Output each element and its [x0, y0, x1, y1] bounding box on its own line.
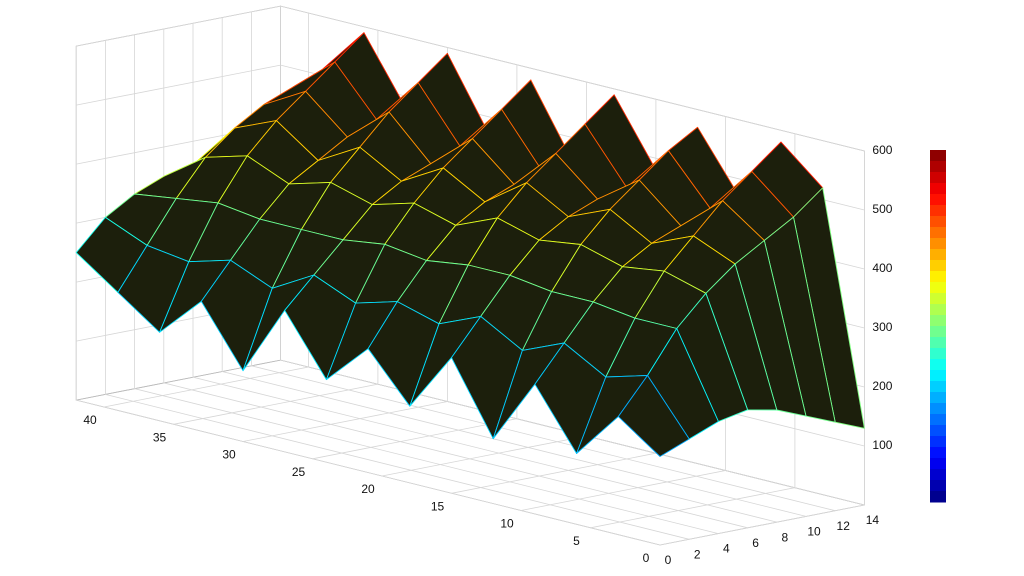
y-tick-label: 0 — [643, 551, 650, 565]
colorbar-swatch — [930, 425, 946, 437]
colorbar-swatch — [930, 172, 946, 184]
colorbar-swatch — [930, 216, 946, 228]
x-tick-label: 8 — [781, 530, 788, 544]
y-tick-label: 5 — [573, 534, 580, 548]
y-tick-label: 30 — [222, 448, 236, 462]
y-tick-label: 10 — [500, 517, 514, 531]
colorbar-swatch — [930, 282, 946, 294]
x-tick-label: 14 — [866, 513, 880, 527]
surface — [75, 32, 865, 457]
colorbar-swatch — [930, 271, 946, 283]
colorbar-swatch — [930, 469, 946, 481]
colorbar-swatch — [930, 436, 946, 448]
colorbar-swatch — [930, 392, 946, 404]
colorbar-swatch — [930, 348, 946, 360]
colorbar-swatch — [930, 238, 946, 250]
z-tick-label: 300 — [872, 320, 892, 334]
colorbar-swatch — [930, 249, 946, 261]
grid-line — [76, 5, 865, 152]
y-tick-label: 20 — [361, 482, 375, 496]
colorbar-swatch — [930, 326, 946, 338]
x-tick-label: 12 — [837, 519, 851, 533]
colorbar-swatch — [930, 381, 946, 393]
y-tick-label: 15 — [431, 499, 445, 513]
colorbar-swatch — [930, 304, 946, 316]
y-tick-label: 35 — [153, 430, 167, 444]
x-tick-label: 0 — [665, 553, 672, 567]
colorbar-swatch — [930, 227, 946, 239]
x-tick-label: 4 — [723, 542, 730, 556]
y-tick-label: 25 — [292, 465, 306, 479]
colorbar-swatch — [930, 315, 946, 327]
z-tick-label: 100 — [872, 438, 892, 452]
z-tick-label: 400 — [872, 261, 892, 275]
colorbar-swatch — [930, 150, 946, 162]
colorbar-swatch — [930, 359, 946, 371]
colorbar-swatch — [930, 161, 946, 173]
colorbar-swatch — [930, 293, 946, 305]
colorbar-swatch — [930, 403, 946, 415]
colorbar-swatch — [930, 183, 946, 195]
x-tick-label: 6 — [752, 536, 759, 550]
colorbar-swatch — [930, 491, 946, 503]
colorbar-swatch — [930, 414, 946, 426]
surface-patch — [617, 375, 690, 457]
colorbar-swatch — [930, 447, 946, 459]
colorbar-swatch — [930, 370, 946, 382]
colorbar-swatch — [930, 194, 946, 206]
colorbar-swatch — [930, 260, 946, 272]
colorbar-swatch — [930, 480, 946, 492]
z-tick-label: 600 — [872, 143, 892, 157]
colorbar-swatch — [930, 458, 946, 470]
colorbar — [930, 150, 946, 503]
x-tick-label: 10 — [807, 525, 821, 539]
z-tick-label: 200 — [872, 379, 892, 393]
colorbar-swatch — [930, 337, 946, 349]
colorbar-swatch — [930, 205, 946, 217]
z-tick-label: 500 — [872, 202, 892, 216]
x-tick-label: 2 — [694, 547, 701, 561]
y-tick-label: 40 — [83, 413, 97, 427]
